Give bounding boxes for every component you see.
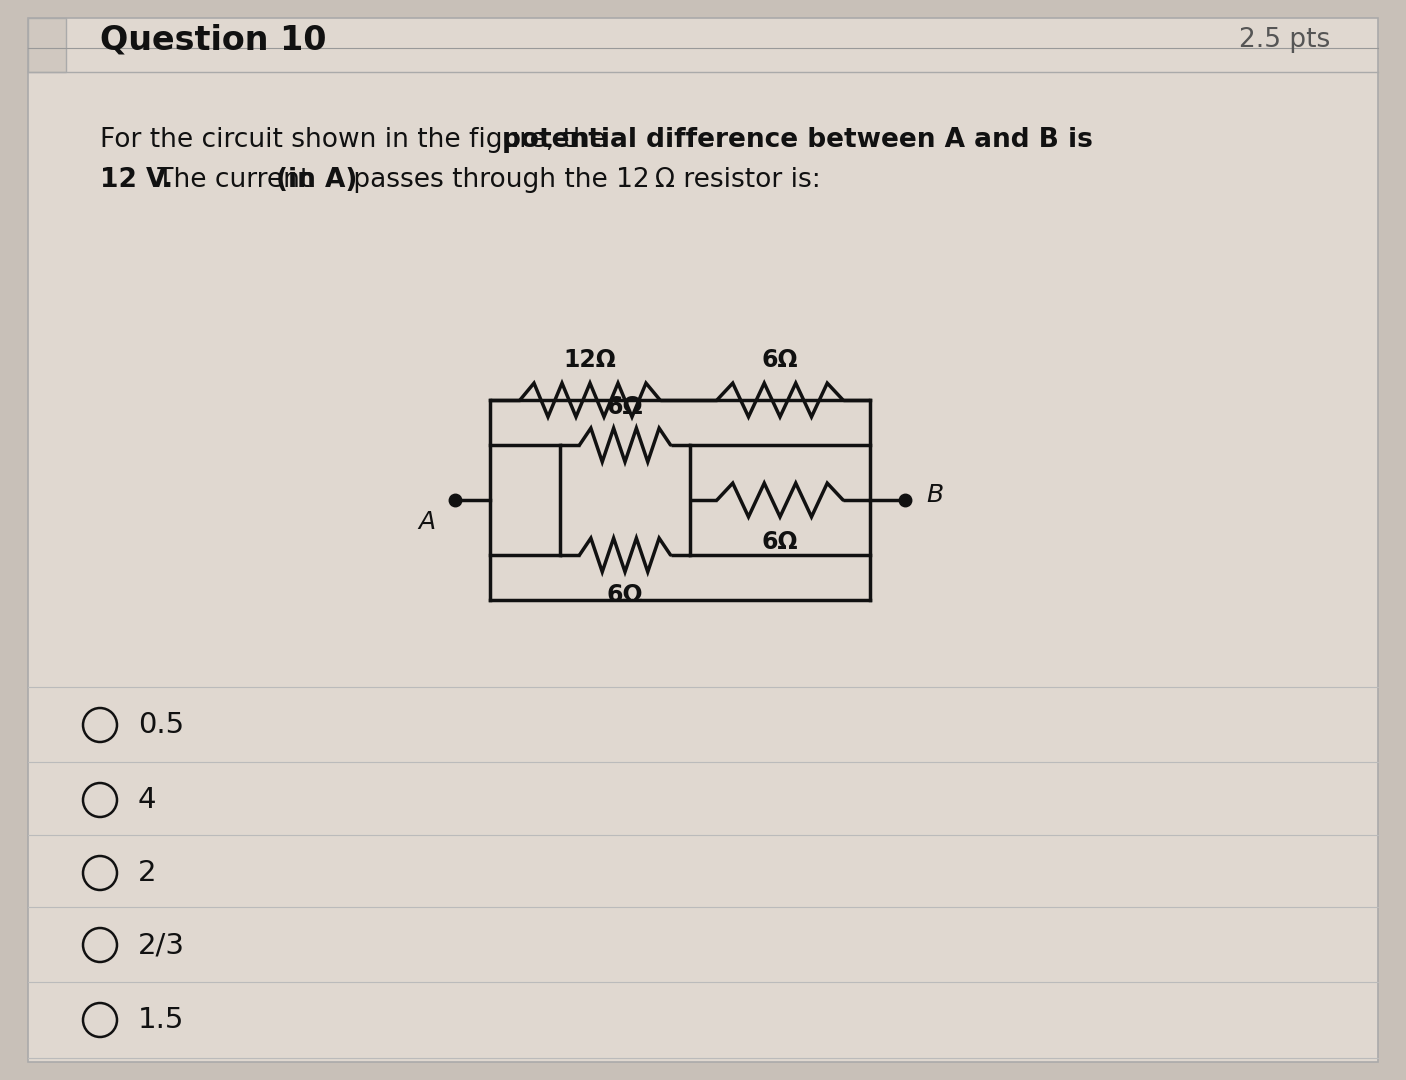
Text: 6Ω: 6Ω bbox=[607, 583, 644, 607]
Text: B: B bbox=[927, 483, 943, 507]
Text: 2/3: 2/3 bbox=[138, 931, 186, 959]
Text: 1.5: 1.5 bbox=[138, 1005, 184, 1034]
Text: 12Ω: 12Ω bbox=[564, 348, 616, 372]
Text: 2: 2 bbox=[138, 859, 156, 887]
Text: 12 V.: 12 V. bbox=[100, 167, 173, 193]
Text: A: A bbox=[419, 510, 436, 534]
FancyBboxPatch shape bbox=[28, 18, 66, 72]
Text: 6Ω: 6Ω bbox=[762, 530, 799, 554]
Text: passes through the 12 Ω resistor is:: passes through the 12 Ω resistor is: bbox=[346, 167, 821, 193]
Text: potential difference between A and B is: potential difference between A and B is bbox=[502, 127, 1092, 153]
Text: 4: 4 bbox=[138, 786, 156, 814]
Text: For the circuit shown in the figure, the: For the circuit shown in the figure, the bbox=[100, 127, 614, 153]
Text: 0.5: 0.5 bbox=[138, 711, 184, 739]
Text: Question 10: Question 10 bbox=[100, 24, 326, 56]
Text: 6Ω: 6Ω bbox=[762, 348, 799, 372]
Text: 2.5 pts: 2.5 pts bbox=[1239, 27, 1330, 53]
Text: 6Ω: 6Ω bbox=[607, 395, 644, 419]
Text: (in A): (in A) bbox=[277, 167, 357, 193]
Text: The current: The current bbox=[149, 167, 319, 193]
FancyBboxPatch shape bbox=[28, 18, 1378, 1062]
